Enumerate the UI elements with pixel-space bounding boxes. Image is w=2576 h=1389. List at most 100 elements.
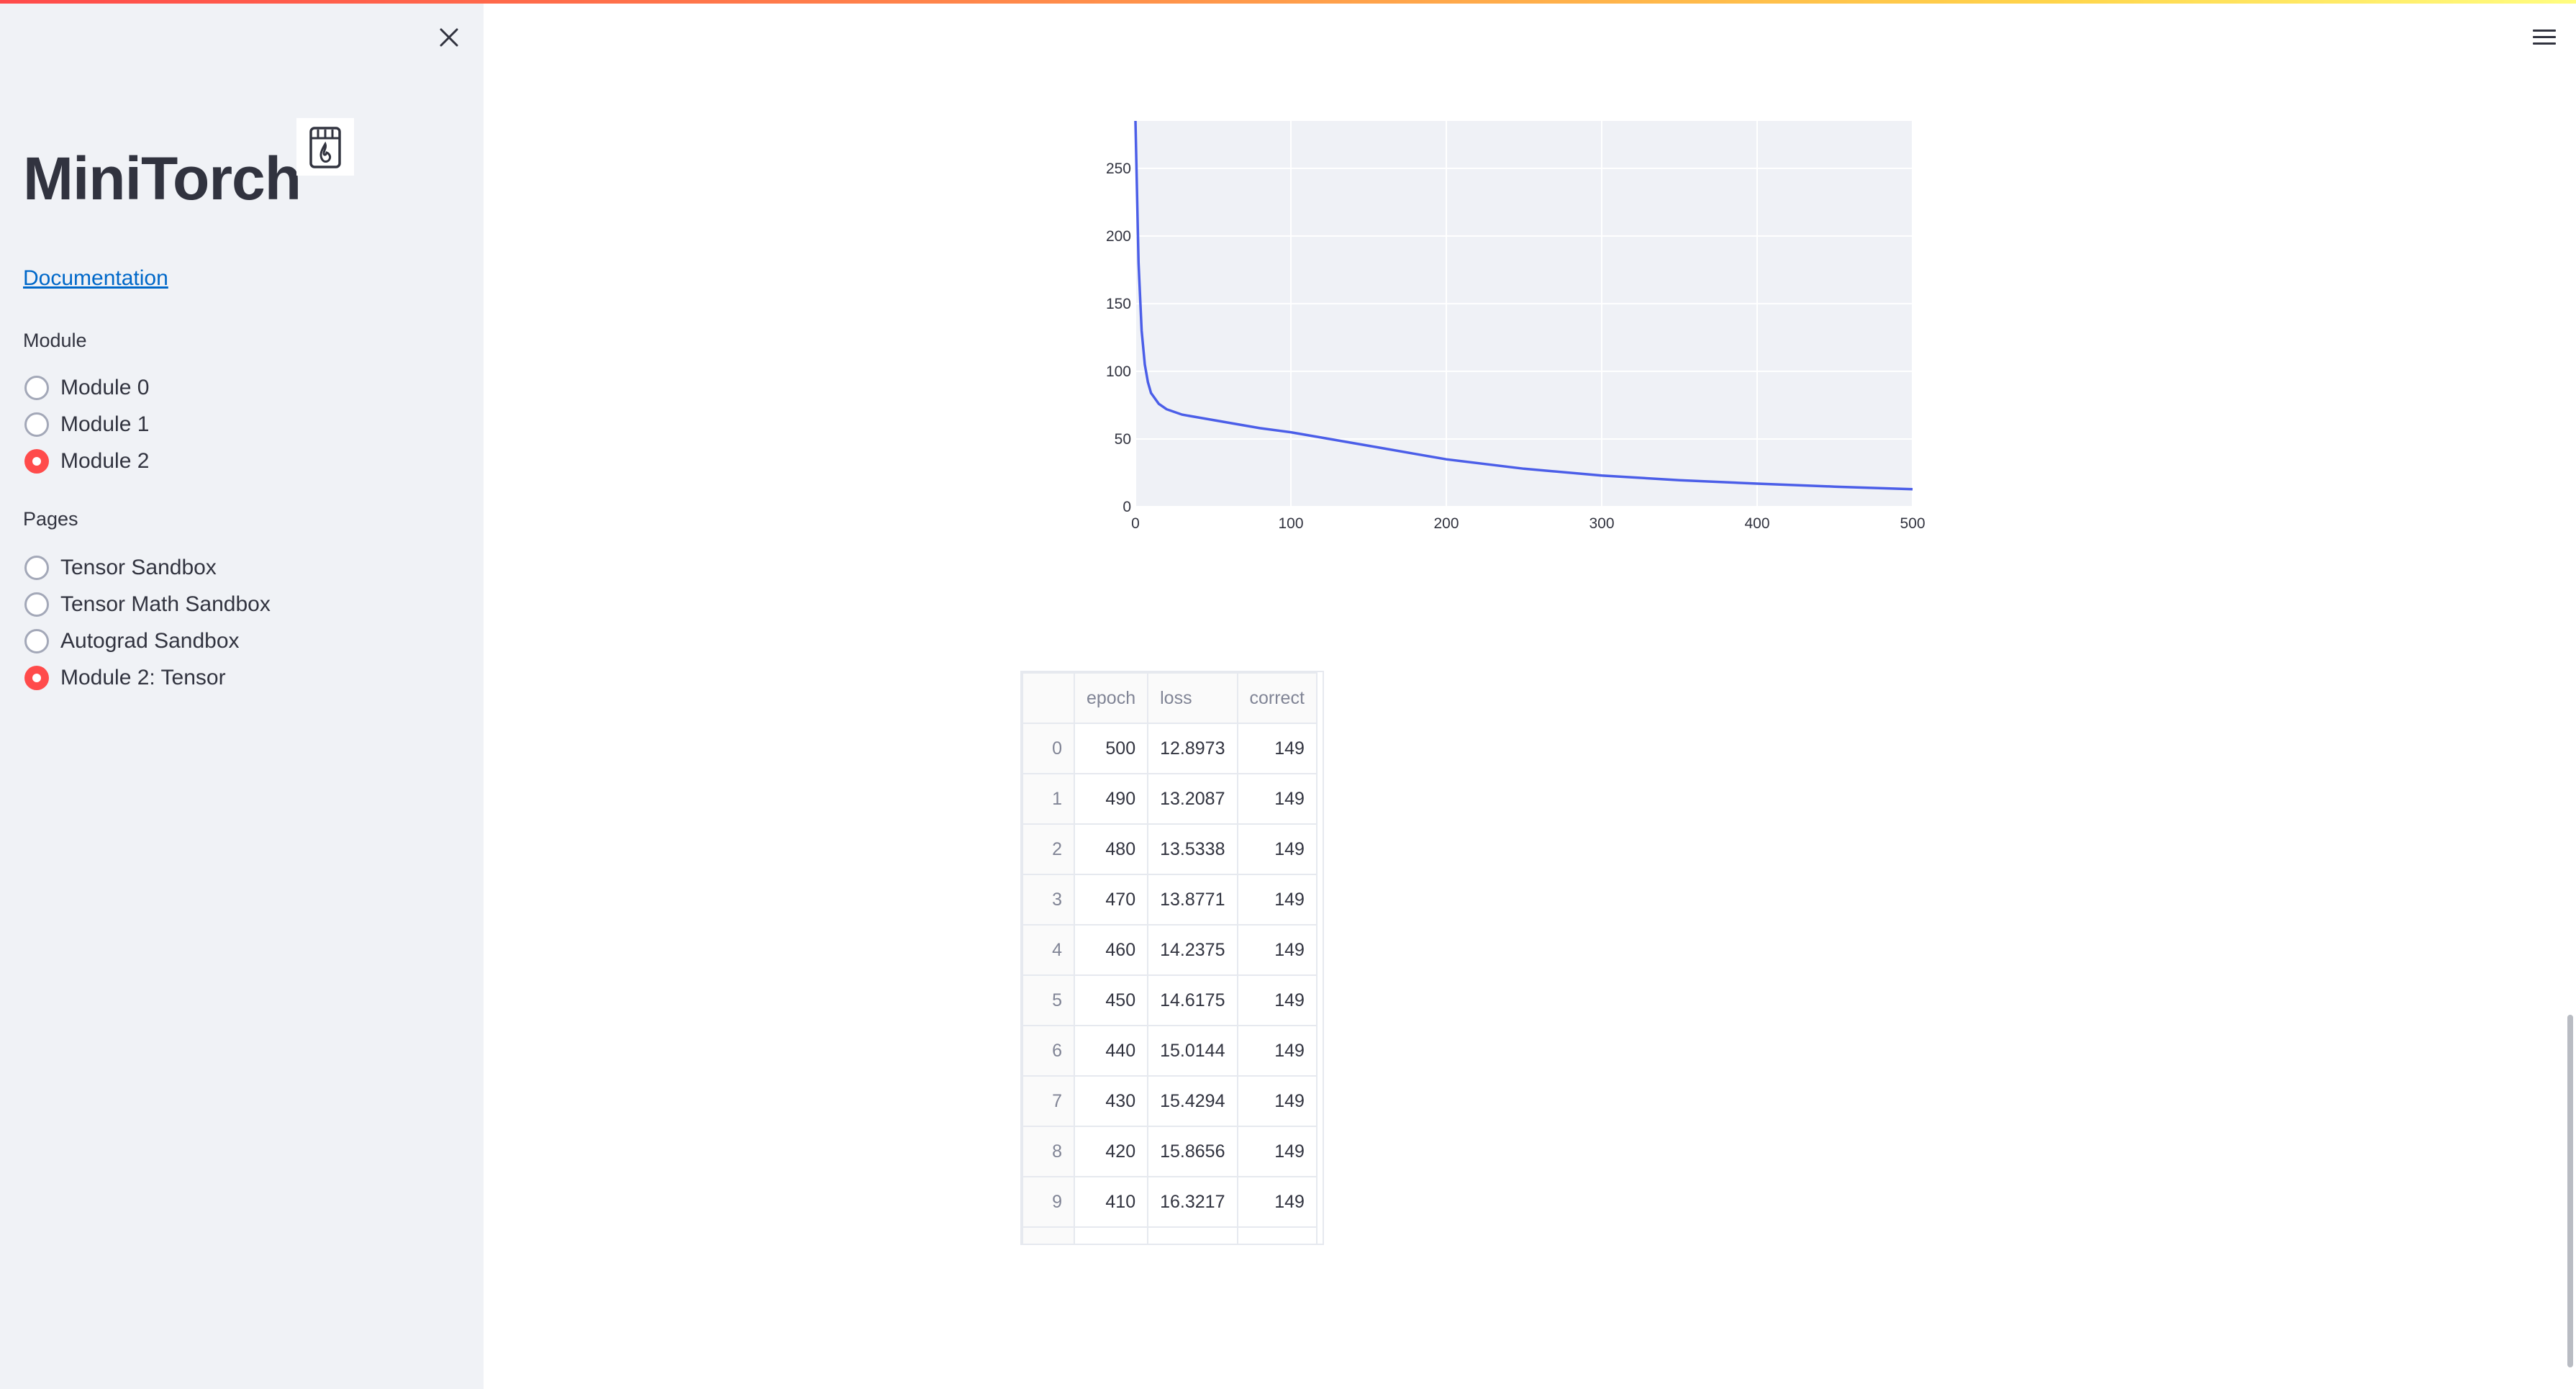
radio-button-icon[interactable] bbox=[24, 412, 49, 437]
series-line-0 bbox=[1134, 120, 1913, 491]
x-tick-label: 500 bbox=[1900, 515, 1925, 532]
epoch-cell: 470 bbox=[1073, 874, 1149, 926]
correct-cell: 149 bbox=[1236, 1025, 1318, 1077]
table-row: 5 450 14.6175 149 bbox=[1022, 974, 1318, 1026]
y-tick-label: 150 bbox=[1106, 296, 1131, 312]
radio-label: Module 2 bbox=[60, 449, 150, 473]
loss-line-chart[interactable]: 0 100 200 300 400 500 0 50 100 150 200 250 bbox=[1079, 108, 1943, 540]
correct-cell: 149 bbox=[1236, 1176, 1318, 1228]
top-decoration-bar bbox=[0, 0, 2576, 4]
loss-cell: 15.0144 bbox=[1147, 1025, 1238, 1077]
radio-button-selected-icon[interactable] bbox=[24, 449, 49, 474]
correct-cell: 149 bbox=[1236, 723, 1318, 774]
row-index bbox=[1022, 1226, 1075, 1244]
main-menu-button[interactable] bbox=[2527, 22, 2562, 53]
table-header-correct[interactable]: correct bbox=[1236, 672, 1318, 724]
epoch-cell: 500 bbox=[1073, 723, 1149, 774]
table-row: 2 480 13.5338 149 bbox=[1022, 823, 1318, 875]
table-header-loss[interactable]: loss bbox=[1147, 672, 1238, 724]
epoch-cell: 410 bbox=[1073, 1176, 1149, 1228]
close-icon[interactable] bbox=[438, 27, 460, 48]
loss-cell: 13.8771 bbox=[1147, 874, 1238, 926]
radio-label: Module 0 bbox=[60, 376, 150, 399]
row-index: 7 bbox=[1022, 1075, 1075, 1127]
radio-module-1[interactable]: Module 1 bbox=[24, 412, 149, 437]
loss-cell bbox=[1147, 1226, 1238, 1244]
documentation-link[interactable]: Documentation bbox=[23, 266, 168, 290]
loss-cell: 14.6175 bbox=[1147, 974, 1238, 1026]
x-tick-label: 400 bbox=[1744, 515, 1769, 532]
radio-label: Module 1 bbox=[60, 412, 150, 436]
row-index: 9 bbox=[1022, 1176, 1075, 1228]
radio-button-selected-icon[interactable] bbox=[24, 666, 49, 690]
epoch-cell: 490 bbox=[1073, 773, 1149, 825]
radio-label: Module 2: Tensor bbox=[60, 666, 226, 689]
table-row bbox=[1022, 1226, 1318, 1244]
table-row: 0 500 12.8973 149 bbox=[1022, 723, 1318, 774]
epoch-cell: 430 bbox=[1073, 1075, 1149, 1127]
radio-page-module-2-tensor[interactable]: Module 2: Tensor bbox=[24, 666, 226, 690]
radio-button-icon[interactable] bbox=[24, 376, 49, 400]
x-tick-label: 300 bbox=[1589, 515, 1614, 532]
correct-cell: 149 bbox=[1236, 823, 1318, 875]
loss-cell: 15.8656 bbox=[1147, 1126, 1238, 1177]
loss-cell: 13.5338 bbox=[1147, 823, 1238, 875]
plot-background bbox=[1135, 121, 1913, 507]
correct-cell: 149 bbox=[1236, 1075, 1318, 1127]
minitorch-logo-icon bbox=[309, 127, 341, 168]
table-row: 6 440 15.0144 149 bbox=[1022, 1025, 1318, 1077]
table-row: 3 470 13.8771 149 bbox=[1022, 874, 1318, 926]
y-tick-label: 250 bbox=[1106, 160, 1131, 177]
row-index: 8 bbox=[1022, 1126, 1075, 1177]
x-tick-label: 0 bbox=[1131, 515, 1140, 532]
correct-cell: 149 bbox=[1236, 924, 1318, 976]
radio-page-tensor-math-sandbox[interactable]: Tensor Math Sandbox bbox=[24, 592, 271, 617]
radio-label: Tensor Math Sandbox bbox=[60, 592, 271, 616]
table-row: 4 460 14.2375 149 bbox=[1022, 924, 1318, 976]
radio-page-tensor-sandbox[interactable]: Tensor Sandbox bbox=[24, 556, 217, 580]
table-row: 7 430 15.4294 149 bbox=[1022, 1075, 1318, 1127]
table-header-row: epoch loss correct bbox=[1022, 672, 1318, 724]
close-sidebar-button[interactable] bbox=[432, 20, 466, 55]
table-row: 1 490 13.2087 149 bbox=[1022, 773, 1318, 825]
pages-group-label: Pages bbox=[23, 508, 78, 530]
hamburger-menu-icon[interactable] bbox=[2532, 28, 2557, 47]
loss-cell: 12.8973 bbox=[1147, 723, 1238, 774]
epoch-cell: 450 bbox=[1073, 974, 1149, 1026]
app-title: MiniTorch bbox=[23, 145, 301, 212]
radio-module-0[interactable]: Module 0 bbox=[24, 376, 149, 400]
logo bbox=[296, 118, 354, 176]
radio-label: Tensor Sandbox bbox=[60, 556, 217, 579]
y-tick-label: 100 bbox=[1106, 363, 1131, 380]
correct-cell bbox=[1236, 1226, 1318, 1244]
row-index: 3 bbox=[1022, 874, 1075, 926]
page-scrollbar[interactable] bbox=[2567, 1015, 2573, 1367]
radio-button-icon[interactable] bbox=[24, 629, 49, 653]
radio-button-icon[interactable] bbox=[24, 592, 49, 617]
row-index: 1 bbox=[1022, 773, 1075, 825]
row-index: 0 bbox=[1022, 723, 1075, 774]
module-group-label: Module bbox=[23, 330, 87, 351]
table-header-epoch[interactable]: epoch bbox=[1073, 672, 1149, 724]
x-tick-label: 100 bbox=[1278, 515, 1303, 532]
correct-cell: 149 bbox=[1236, 974, 1318, 1026]
correct-cell: 149 bbox=[1236, 1126, 1318, 1177]
results-table[interactable]: epoch loss correct 0 500 12.8973 149 1 490 13… bbox=[1020, 671, 1324, 1245]
loss-cell: 13.2087 bbox=[1147, 773, 1238, 825]
radio-page-autograd-sandbox[interactable]: Autograd Sandbox bbox=[24, 629, 240, 653]
loss-cell: 16.3217 bbox=[1147, 1176, 1238, 1228]
epoch-cell bbox=[1073, 1226, 1149, 1244]
epoch-cell: 440 bbox=[1073, 1025, 1149, 1077]
correct-cell: 149 bbox=[1236, 874, 1318, 926]
table-row: 9 410 16.3217 149 bbox=[1022, 1176, 1318, 1228]
radio-button-icon[interactable] bbox=[24, 556, 49, 580]
epoch-cell: 420 bbox=[1073, 1126, 1149, 1177]
radio-label: Autograd Sandbox bbox=[60, 629, 240, 653]
epoch-cell: 480 bbox=[1073, 823, 1149, 875]
radio-module-2[interactable]: Module 2 bbox=[24, 449, 149, 474]
y-tick-label: 50 bbox=[1115, 431, 1131, 448]
x-tick-label: 200 bbox=[1433, 515, 1459, 532]
sidebar: MiniTorch Documentation Module Module 0 … bbox=[0, 0, 484, 1389]
loss-cell: 15.4294 bbox=[1147, 1075, 1238, 1127]
loss-cell: 14.2375 bbox=[1147, 924, 1238, 976]
